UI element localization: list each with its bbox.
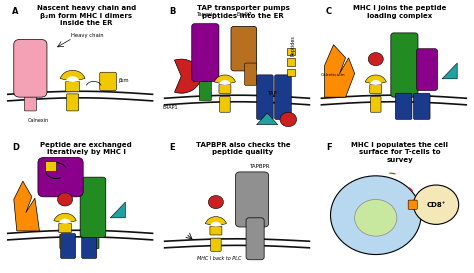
- Text: TAP transporter pumps
peptides into the ER: TAP transporter pumps peptides into the …: [197, 5, 290, 19]
- FancyBboxPatch shape: [315, 0, 472, 136]
- Text: B: B: [169, 7, 175, 16]
- Bar: [287, 48, 295, 55]
- Circle shape: [280, 112, 297, 127]
- FancyBboxPatch shape: [219, 96, 230, 112]
- FancyBboxPatch shape: [14, 40, 47, 97]
- FancyBboxPatch shape: [219, 84, 231, 93]
- FancyBboxPatch shape: [159, 0, 315, 136]
- FancyBboxPatch shape: [192, 24, 219, 81]
- Text: D: D: [12, 143, 19, 152]
- FancyBboxPatch shape: [371, 96, 381, 112]
- Text: MHC I populates the cell
surface for T-cells to
survey: MHC I populates the cell surface for T-c…: [351, 142, 448, 163]
- Polygon shape: [110, 202, 126, 218]
- FancyBboxPatch shape: [315, 136, 472, 273]
- FancyBboxPatch shape: [245, 63, 256, 85]
- Text: C: C: [326, 7, 332, 16]
- FancyBboxPatch shape: [2, 136, 159, 273]
- Text: E: E: [169, 143, 175, 152]
- Text: MHC I back to PLC: MHC I back to PLC: [197, 256, 241, 261]
- Polygon shape: [256, 113, 278, 125]
- Polygon shape: [14, 181, 39, 231]
- Text: TAP: TAP: [268, 91, 278, 96]
- FancyBboxPatch shape: [256, 75, 273, 120]
- FancyBboxPatch shape: [80, 177, 106, 238]
- Circle shape: [330, 176, 421, 254]
- Circle shape: [368, 53, 383, 66]
- Wedge shape: [365, 75, 386, 84]
- Text: Heavy chain: Heavy chain: [72, 33, 104, 38]
- Text: Calnexin: Calnexin: [27, 118, 48, 123]
- Wedge shape: [59, 219, 71, 224]
- FancyBboxPatch shape: [66, 94, 79, 111]
- FancyBboxPatch shape: [210, 238, 221, 251]
- Bar: [287, 69, 295, 76]
- Circle shape: [355, 200, 397, 236]
- FancyBboxPatch shape: [38, 158, 83, 197]
- Wedge shape: [214, 75, 236, 84]
- Bar: [287, 58, 295, 66]
- FancyBboxPatch shape: [210, 226, 222, 235]
- FancyBboxPatch shape: [370, 84, 382, 93]
- FancyBboxPatch shape: [66, 82, 80, 92]
- Text: β₂m: β₂m: [118, 78, 129, 83]
- FancyBboxPatch shape: [413, 93, 430, 120]
- Circle shape: [57, 193, 73, 206]
- Text: ERAP1: ERAP1: [163, 105, 178, 110]
- FancyBboxPatch shape: [87, 234, 99, 249]
- Polygon shape: [442, 63, 457, 79]
- Circle shape: [209, 195, 223, 209]
- FancyBboxPatch shape: [59, 223, 72, 233]
- FancyBboxPatch shape: [61, 233, 76, 259]
- Text: Erp57: Erp57: [237, 12, 252, 17]
- Text: F: F: [326, 143, 332, 152]
- FancyBboxPatch shape: [2, 0, 159, 136]
- FancyBboxPatch shape: [391, 33, 418, 97]
- Text: Nascent heavy chain and
β₂m form MHC I dimers
inside the ER: Nascent heavy chain and β₂m form MHC I d…: [36, 5, 136, 26]
- Wedge shape: [219, 80, 231, 85]
- Polygon shape: [325, 45, 355, 97]
- FancyBboxPatch shape: [24, 91, 36, 111]
- Text: CD8⁺: CD8⁺: [426, 202, 446, 208]
- FancyBboxPatch shape: [408, 200, 417, 209]
- Wedge shape: [54, 213, 76, 223]
- FancyBboxPatch shape: [60, 234, 70, 249]
- Wedge shape: [66, 76, 79, 82]
- Text: Calreticulin: Calreticulin: [321, 73, 346, 77]
- FancyBboxPatch shape: [82, 233, 97, 259]
- FancyBboxPatch shape: [236, 172, 269, 227]
- FancyBboxPatch shape: [398, 96, 410, 112]
- Text: Tapasin: Tapasin: [197, 12, 217, 17]
- Text: MHC I joins the peptide
loading complex: MHC I joins the peptide loading complex: [353, 5, 447, 19]
- FancyBboxPatch shape: [100, 72, 116, 91]
- Wedge shape: [60, 70, 85, 81]
- FancyBboxPatch shape: [199, 78, 211, 100]
- Text: Peptide are exchanged
iteratively by MHC I: Peptide are exchanged iteratively by MHC…: [40, 142, 132, 155]
- FancyBboxPatch shape: [395, 93, 412, 120]
- Wedge shape: [205, 216, 227, 226]
- Text: A: A: [12, 7, 19, 16]
- FancyBboxPatch shape: [246, 218, 264, 260]
- Text: Peptides: Peptides: [290, 35, 295, 56]
- Wedge shape: [174, 59, 201, 93]
- FancyBboxPatch shape: [275, 75, 292, 120]
- Text: TAPBPR also checks the
peptide quality: TAPBPR also checks the peptide quality: [196, 142, 291, 155]
- Circle shape: [413, 185, 459, 224]
- FancyBboxPatch shape: [231, 26, 256, 71]
- Text: TAPBPR: TAPBPR: [249, 164, 270, 169]
- Wedge shape: [210, 222, 221, 227]
- Bar: [46, 161, 56, 171]
- Wedge shape: [370, 80, 382, 85]
- FancyBboxPatch shape: [159, 136, 315, 273]
- FancyBboxPatch shape: [417, 49, 438, 91]
